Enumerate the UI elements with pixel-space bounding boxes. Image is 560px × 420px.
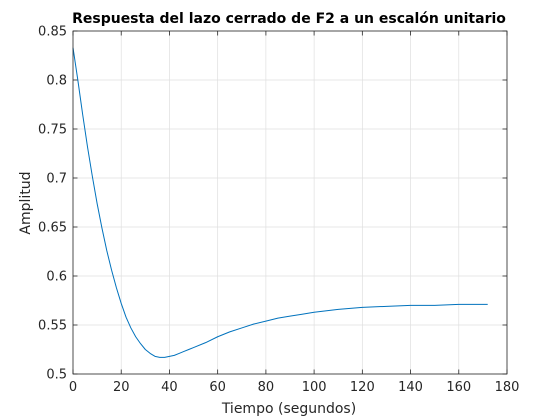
x-tick-label: 20 — [113, 380, 130, 395]
chart-title: Respuesta del lazo cerrado de F2 a un es… — [72, 11, 506, 27]
x-tick-label: 80 — [258, 380, 275, 395]
x-tick-label: 160 — [446, 380, 471, 395]
x-tick-label: 120 — [350, 380, 375, 395]
series-layer — [72, 47, 488, 358]
plot-area — [73, 31, 507, 374]
x-tick-label: 60 — [209, 380, 226, 395]
y-axis-label: Amplitud — [18, 171, 34, 234]
series-line — [72, 47, 488, 358]
y-tick-label: 0.65 — [38, 221, 67, 236]
y-tick-label: 0.55 — [38, 319, 67, 334]
y-tick-label: 0.8 — [46, 74, 67, 89]
x-tick-label: 0 — [69, 380, 77, 395]
plot-border — [72, 30, 508, 375]
y-tick-label: 0.85 — [38, 25, 67, 40]
tick-labels: 0 20 40 60 80 100 120 140 160 180 0.5 0.55 0.6 0.65 0.… — [38, 25, 519, 396]
x-tick-label: 180 — [495, 380, 520, 395]
y-tick-label: 0.75 — [38, 123, 67, 138]
x-tick-label: 100 — [302, 380, 327, 395]
y-tick-label: 0.7 — [46, 172, 67, 187]
x-tick-label: 140 — [398, 380, 423, 395]
x-axis-label: Tiempo (segundos) — [221, 401, 356, 417]
y-tick-label: 0.5 — [46, 368, 67, 383]
y-tick-label: 0.6 — [46, 270, 67, 285]
x-tick-label: 40 — [161, 380, 178, 395]
